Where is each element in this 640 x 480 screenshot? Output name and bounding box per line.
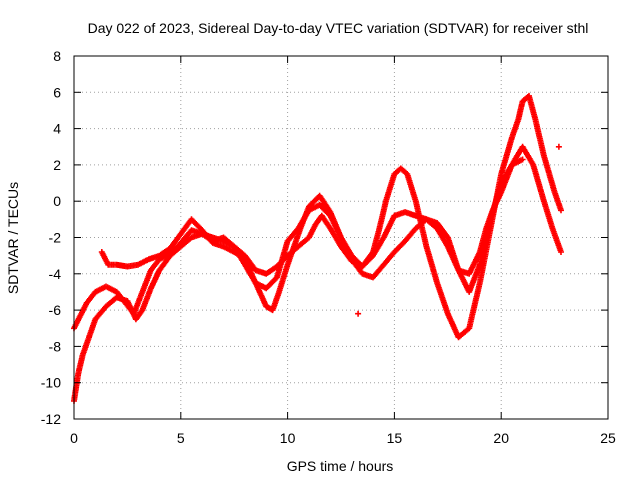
y-tick-label: -12 <box>41 411 61 427</box>
x-axis-label: GPS time / hours <box>287 458 394 474</box>
x-tick-label: 15 <box>387 430 403 446</box>
x-tick-label: 0 <box>70 430 78 446</box>
x-tick-label: 5 <box>177 430 185 446</box>
y-tick-label: 4 <box>53 121 61 137</box>
data-layer <box>71 92 564 404</box>
y-tick-label: -2 <box>49 230 62 246</box>
x-tick-label: 20 <box>493 430 509 446</box>
data-point-outlier <box>355 310 362 317</box>
y-tick-label: -6 <box>49 302 62 318</box>
y-axis-label: SDTVAR / TECUs <box>5 182 21 294</box>
data-point-outlier <box>555 143 562 150</box>
y-tick-label: -10 <box>41 375 61 391</box>
y-tick-label: -8 <box>49 338 62 354</box>
y-tick-label: 0 <box>53 193 61 209</box>
y-tick-label: 8 <box>53 48 61 64</box>
y-tick-label: 2 <box>53 157 61 173</box>
y-tick-label: 6 <box>53 84 61 100</box>
x-tick-label: 25 <box>600 430 616 446</box>
chart-title: Day 022 of 2023, Sidereal Day-to-day VTE… <box>88 20 589 36</box>
grid <box>74 56 608 419</box>
tick-labels: 0 5 10 15 20 25 -12 -10 -8 -6 -4 -2 0 2 4 6 8 <box>41 48 616 446</box>
data-point-sat-b <box>558 207 564 214</box>
x-tick-label: 10 <box>280 430 296 446</box>
data-point-sat-a <box>519 156 526 163</box>
ticks <box>73 55 609 420</box>
data-point-sat-c <box>558 249 564 255</box>
y-tick-label: -4 <box>49 266 62 282</box>
